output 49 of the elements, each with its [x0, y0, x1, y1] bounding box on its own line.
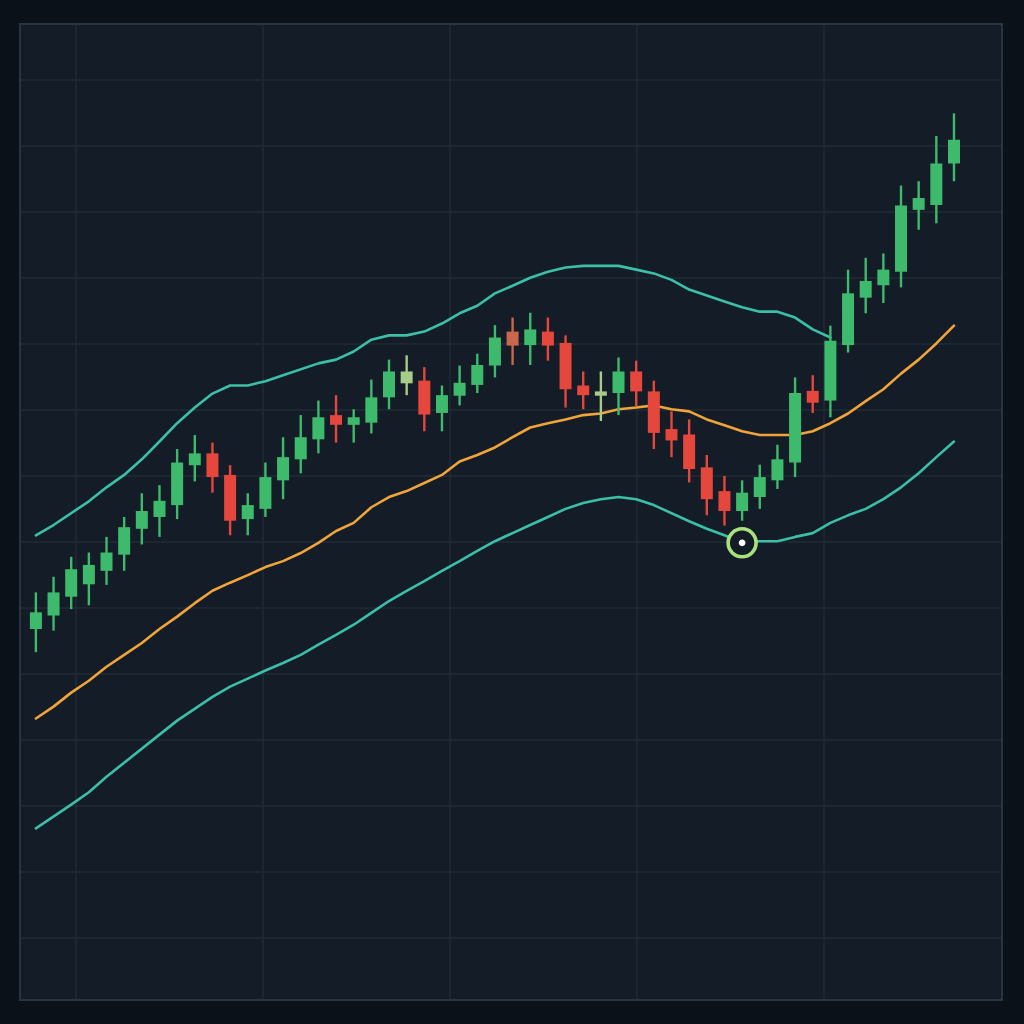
candlestick — [206, 441, 219, 494]
candlestick — [82, 551, 95, 607]
candlestick — [718, 474, 731, 527]
candlestick — [453, 364, 466, 407]
candlestick — [771, 443, 784, 491]
candlestick — [930, 134, 943, 225]
candlestick — [400, 354, 413, 397]
candlestick — [612, 356, 625, 417]
candlestick — [541, 316, 554, 362]
candlestick — [312, 399, 325, 455]
candlestick — [683, 418, 696, 484]
candlestick — [630, 359, 643, 408]
candlestick — [330, 393, 343, 444]
candlestick — [594, 370, 607, 423]
candlestick — [471, 352, 484, 395]
candlestick — [647, 379, 660, 451]
candlestick — [29, 591, 42, 654]
candlestick — [259, 461, 272, 519]
candlestick — [365, 378, 378, 435]
candlestick — [294, 413, 307, 475]
candlestick — [188, 433, 201, 483]
candlestick — [559, 334, 572, 409]
candlestick — [524, 311, 537, 367]
candlestick — [171, 447, 184, 521]
candlestick — [912, 180, 925, 231]
candlestick — [347, 407, 360, 444]
candlestick — [665, 410, 678, 459]
candlestick — [418, 365, 431, 433]
candlestick — [947, 112, 960, 183]
candlestick — [488, 323, 501, 379]
candlestick — [277, 436, 290, 501]
candlestick — [700, 453, 713, 517]
candlestick — [65, 555, 78, 611]
candlestick — [859, 256, 872, 315]
candlestick — [241, 492, 254, 537]
candlestick — [100, 535, 113, 587]
candlestick — [577, 370, 590, 411]
candlestick — [118, 515, 131, 573]
candlestick — [224, 464, 237, 537]
candlestick — [383, 358, 396, 411]
candlestick — [806, 374, 819, 415]
candlestick — [153, 483, 166, 539]
candlestick — [135, 492, 148, 546]
candlestick — [736, 479, 749, 522]
candlestick — [753, 463, 766, 511]
candlestick — [877, 252, 890, 305]
candlestick — [47, 575, 60, 632]
candlestick — [506, 316, 519, 367]
candlestick — [435, 384, 448, 433]
